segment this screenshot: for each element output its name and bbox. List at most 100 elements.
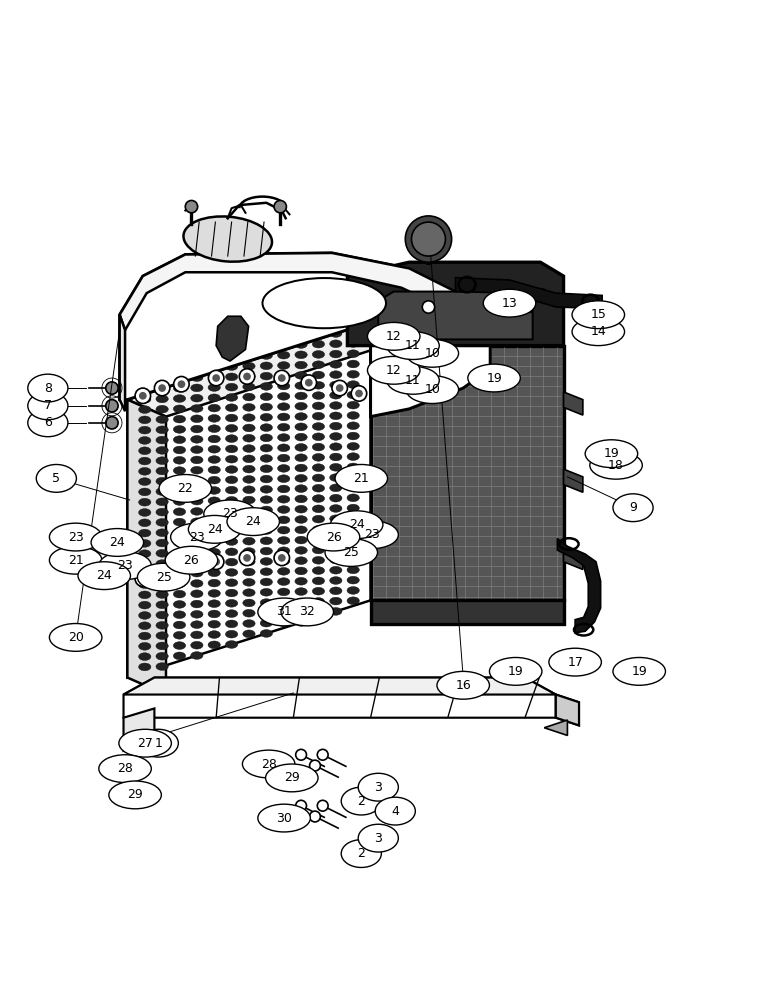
Ellipse shape (260, 609, 273, 617)
Ellipse shape (278, 547, 290, 555)
Ellipse shape (225, 424, 238, 432)
Ellipse shape (165, 546, 218, 574)
Ellipse shape (191, 652, 203, 659)
Circle shape (411, 222, 445, 256)
Ellipse shape (173, 405, 185, 413)
Ellipse shape (341, 840, 381, 867)
Ellipse shape (375, 797, 415, 825)
Ellipse shape (347, 463, 359, 471)
Ellipse shape (225, 517, 238, 525)
Text: 24: 24 (207, 523, 222, 536)
Ellipse shape (225, 548, 238, 556)
Ellipse shape (613, 657, 665, 685)
Ellipse shape (225, 476, 238, 484)
Ellipse shape (281, 598, 334, 626)
Ellipse shape (330, 402, 342, 409)
Ellipse shape (173, 611, 185, 619)
Ellipse shape (138, 601, 151, 609)
Ellipse shape (225, 507, 238, 515)
Ellipse shape (330, 484, 342, 492)
Ellipse shape (191, 487, 203, 495)
Ellipse shape (242, 373, 255, 380)
Text: 11: 11 (405, 374, 421, 387)
Text: 23: 23 (364, 528, 380, 541)
Ellipse shape (278, 403, 290, 410)
Ellipse shape (260, 630, 273, 637)
Circle shape (301, 375, 317, 390)
Circle shape (208, 554, 224, 569)
Text: 21: 21 (354, 472, 369, 485)
Ellipse shape (188, 515, 241, 543)
Text: 28: 28 (117, 762, 133, 775)
Ellipse shape (156, 426, 168, 434)
Ellipse shape (173, 601, 185, 608)
Ellipse shape (138, 416, 151, 424)
Circle shape (154, 380, 170, 396)
Ellipse shape (191, 631, 203, 639)
Text: 25: 25 (344, 546, 359, 559)
Polygon shape (127, 400, 166, 695)
Circle shape (239, 369, 255, 384)
Ellipse shape (260, 455, 273, 462)
Ellipse shape (138, 622, 151, 630)
Ellipse shape (278, 444, 290, 452)
Ellipse shape (191, 477, 203, 484)
Ellipse shape (156, 529, 168, 537)
Ellipse shape (225, 569, 238, 576)
Circle shape (139, 575, 147, 583)
Text: 32: 32 (300, 605, 315, 618)
Ellipse shape (242, 476, 255, 483)
Ellipse shape (191, 435, 203, 443)
Ellipse shape (242, 496, 255, 504)
Ellipse shape (278, 598, 290, 606)
Ellipse shape (138, 560, 151, 568)
Ellipse shape (91, 529, 144, 556)
Ellipse shape (156, 549, 168, 557)
Ellipse shape (156, 611, 168, 619)
Ellipse shape (138, 488, 151, 496)
Ellipse shape (138, 385, 151, 393)
Ellipse shape (330, 412, 342, 420)
Ellipse shape (312, 587, 324, 595)
Ellipse shape (137, 563, 190, 591)
Polygon shape (347, 262, 564, 346)
Ellipse shape (138, 509, 151, 516)
Ellipse shape (347, 494, 359, 502)
Text: 26: 26 (326, 531, 341, 544)
Ellipse shape (138, 406, 151, 413)
Ellipse shape (278, 537, 290, 544)
Ellipse shape (312, 412, 324, 420)
Ellipse shape (278, 506, 290, 513)
Ellipse shape (330, 566, 342, 574)
Ellipse shape (278, 413, 290, 421)
Ellipse shape (173, 498, 185, 505)
Ellipse shape (173, 384, 185, 392)
Ellipse shape (347, 597, 359, 605)
Ellipse shape (260, 434, 273, 442)
Ellipse shape (156, 498, 168, 506)
Ellipse shape (347, 422, 359, 430)
Text: 23: 23 (68, 531, 83, 544)
Ellipse shape (572, 301, 625, 329)
Ellipse shape (49, 523, 102, 551)
Ellipse shape (225, 383, 238, 391)
Ellipse shape (347, 360, 359, 368)
Text: 25: 25 (156, 571, 171, 584)
Text: 28: 28 (261, 758, 276, 771)
Ellipse shape (242, 599, 255, 607)
Ellipse shape (295, 402, 307, 410)
Ellipse shape (260, 599, 273, 606)
Ellipse shape (138, 529, 151, 537)
Ellipse shape (387, 332, 439, 359)
Text: 31: 31 (276, 605, 292, 618)
Ellipse shape (208, 363, 221, 371)
Ellipse shape (278, 516, 290, 524)
Ellipse shape (225, 435, 238, 442)
Ellipse shape (208, 415, 221, 422)
Ellipse shape (191, 415, 203, 423)
Ellipse shape (260, 537, 273, 545)
Ellipse shape (312, 546, 324, 554)
Ellipse shape (225, 538, 238, 545)
Text: 2: 2 (357, 847, 365, 860)
Polygon shape (124, 708, 154, 751)
